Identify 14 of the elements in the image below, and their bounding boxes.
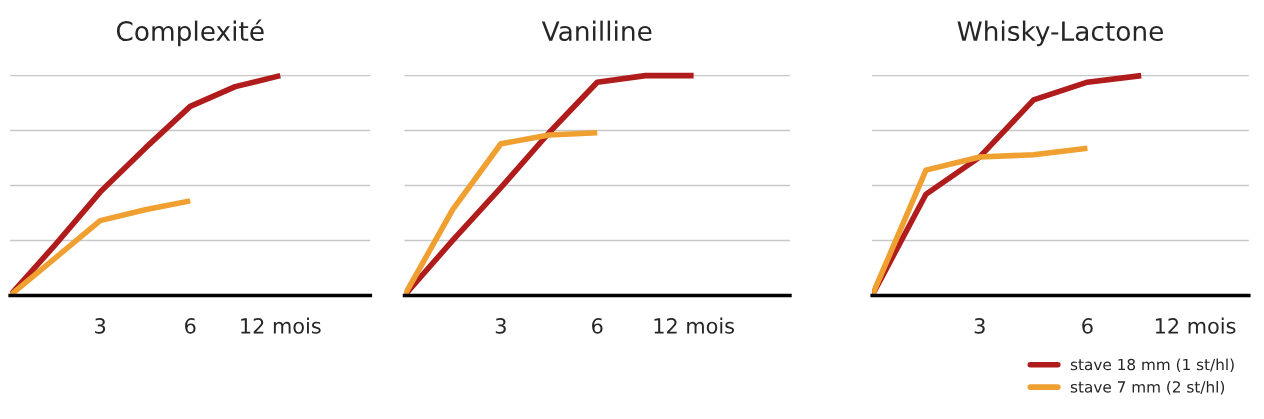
chart-title: Complexité [116,19,264,47]
x-tick-label: 3 [495,317,506,334]
legend-label: stave 7 mm (2 st/hl) [1070,380,1225,395]
x-tick-label: 12 mois [241,317,321,334]
legend-label: stave 18 mm (1 st/hl) [1070,358,1234,373]
chart-title: Whisky-Lactone [957,20,1163,47]
x-tick-label: 12 mois [654,317,735,334]
x-tick-label: 6 [1082,317,1093,334]
x-tick-label: 6 [592,317,603,334]
x-tick-label: 3 [974,317,985,334]
chart-title: Vanilline [541,20,652,42]
x-tick-label: 6 [185,317,196,334]
x-tick-label: 3 [95,317,106,334]
x-tick-label: 12 mois [1155,317,1236,334]
